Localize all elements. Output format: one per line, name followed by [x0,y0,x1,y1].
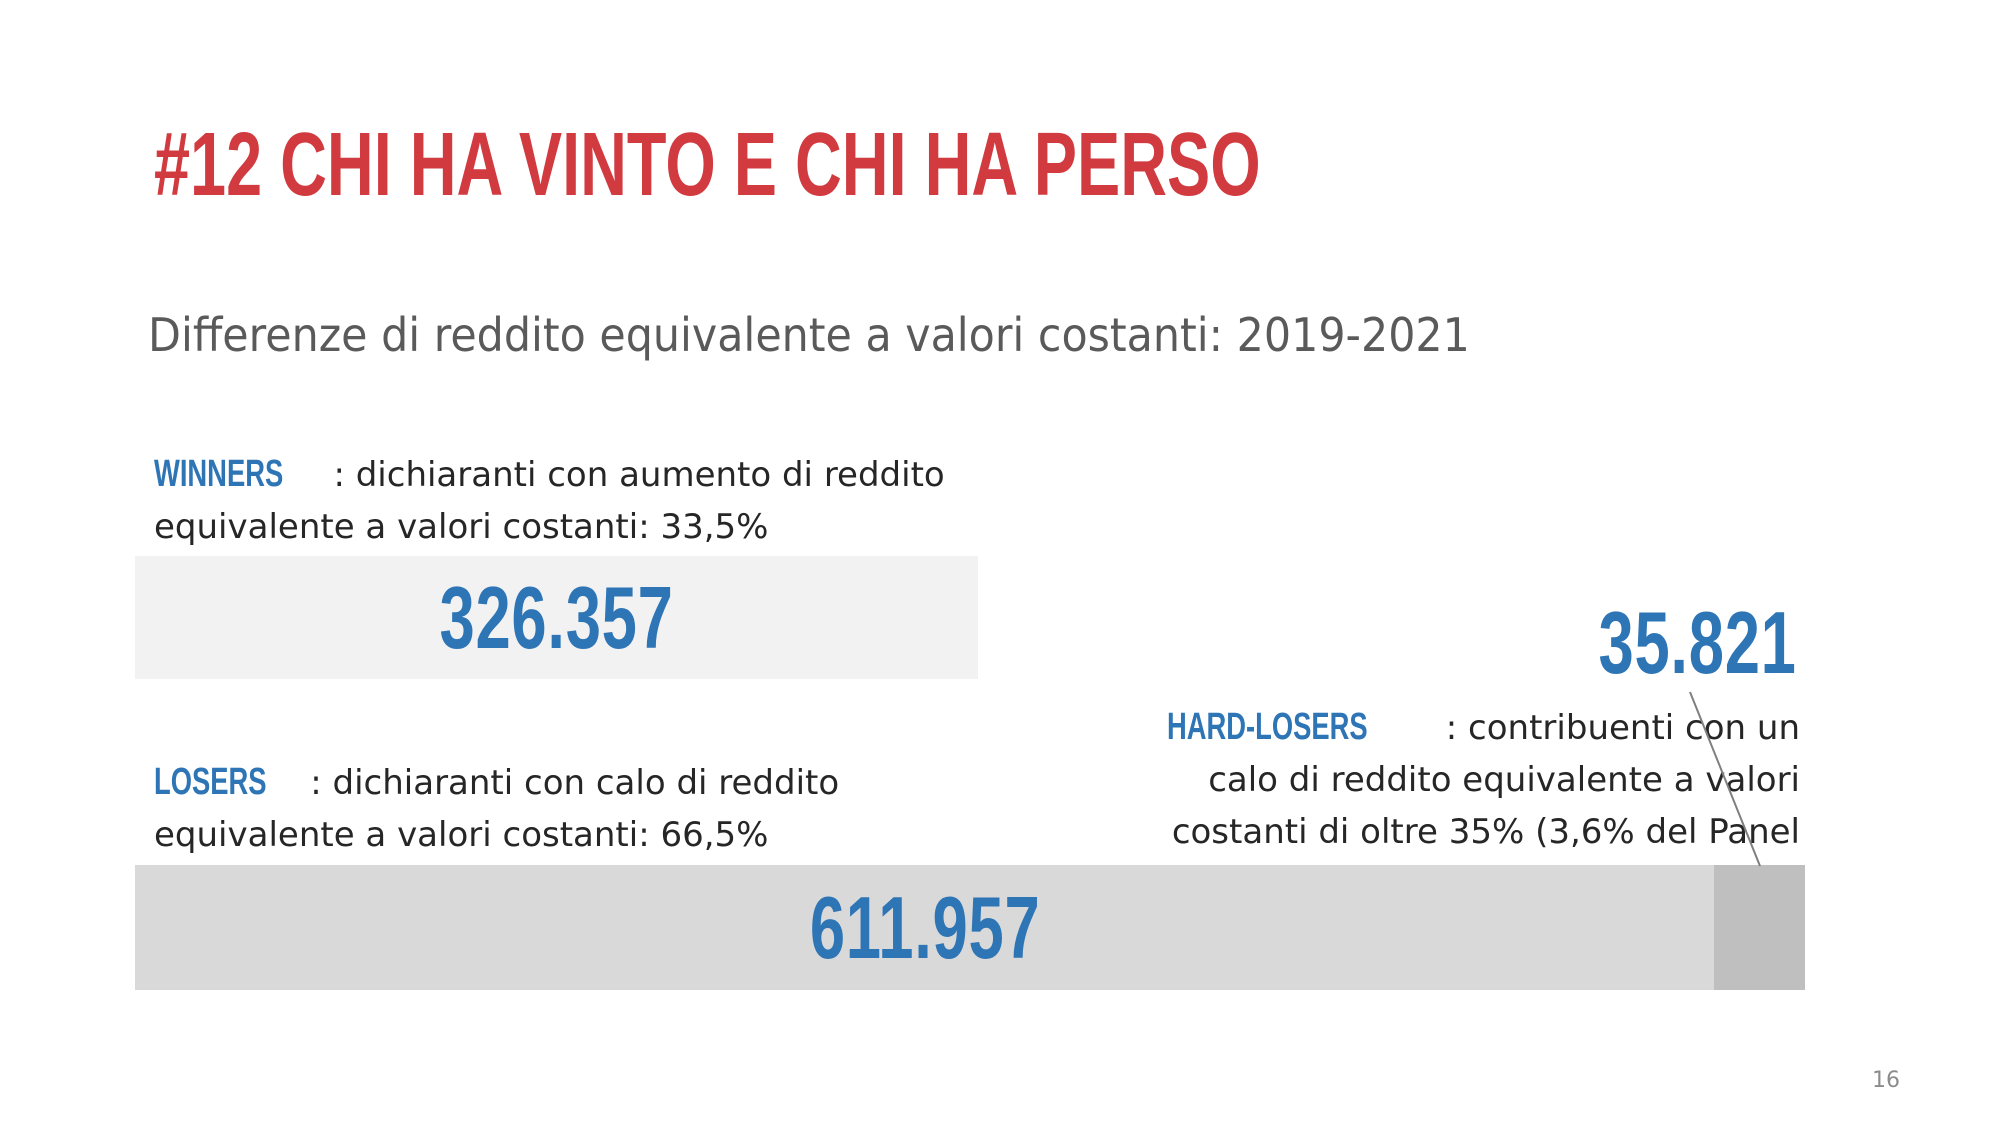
losers-value: 611.957 [809,877,1041,977]
losers-description: Losers: dichiaranti con calo di reddito … [154,756,914,861]
winners-text: : dichiaranti con aumento di reddito equ… [154,455,945,547]
hard-losers-label: Hard-losers [1167,706,1368,748]
winners-value: 326.357 [439,567,674,667]
losers-label: Losers [154,761,267,803]
winners-label: Winners [154,453,284,495]
winners-description: Winners: dichiaranti con aumento di redd… [154,448,974,553]
winners-value-box: 326.357 [135,556,978,679]
slide-subtitle: Differenze di reddito equivalente a valo… [148,308,1470,362]
slide-title: #12 Chi ha vinto e chi ha perso [154,115,1261,215]
page-number: 16 [1872,1068,1900,1093]
hard-losers-value: 35.821 [1598,593,1797,692]
hard-losers-value-wrap: 35.821 [1560,592,1810,694]
losers-value-box: 611.957 [135,865,1715,990]
hard-losers-bar-segment [1714,865,1805,990]
losers-text: : dichiaranti con calo di reddito equiva… [154,763,840,855]
